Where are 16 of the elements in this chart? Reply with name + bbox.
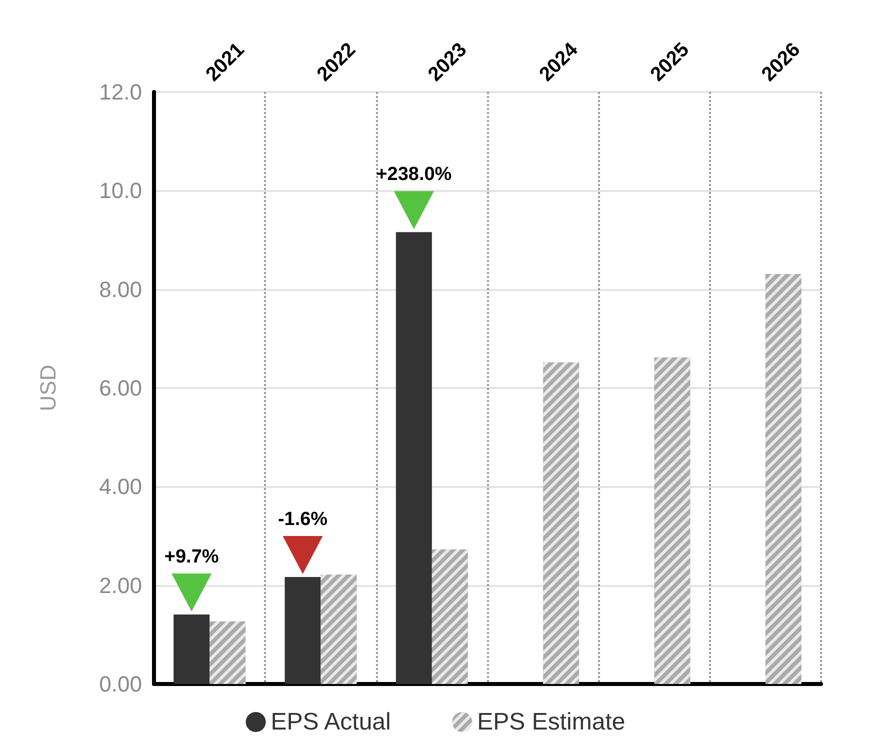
annotation: +9.7% [164,546,219,568]
annotation: -1.6% [278,508,328,530]
y-tick-label: 10.0 [99,178,142,204]
y-axis-title: USD [36,364,60,412]
annotation: +238.0% [376,164,452,186]
y-tick-label: 4.00 [99,474,142,500]
bar [284,576,321,684]
bar [396,232,432,684]
y-tick-label: 6.00 [99,376,142,400]
legend-label: EPS Actual [270,708,391,736]
y-tick-label: 2.00 [99,572,142,598]
y-tick-label: 0.00 [99,672,142,696]
legend-label: EPS Estimate [477,708,626,736]
y-tick-label: 8.00 [99,276,142,302]
y-tick-label: 12.0 [99,80,142,104]
bar [174,614,210,684]
